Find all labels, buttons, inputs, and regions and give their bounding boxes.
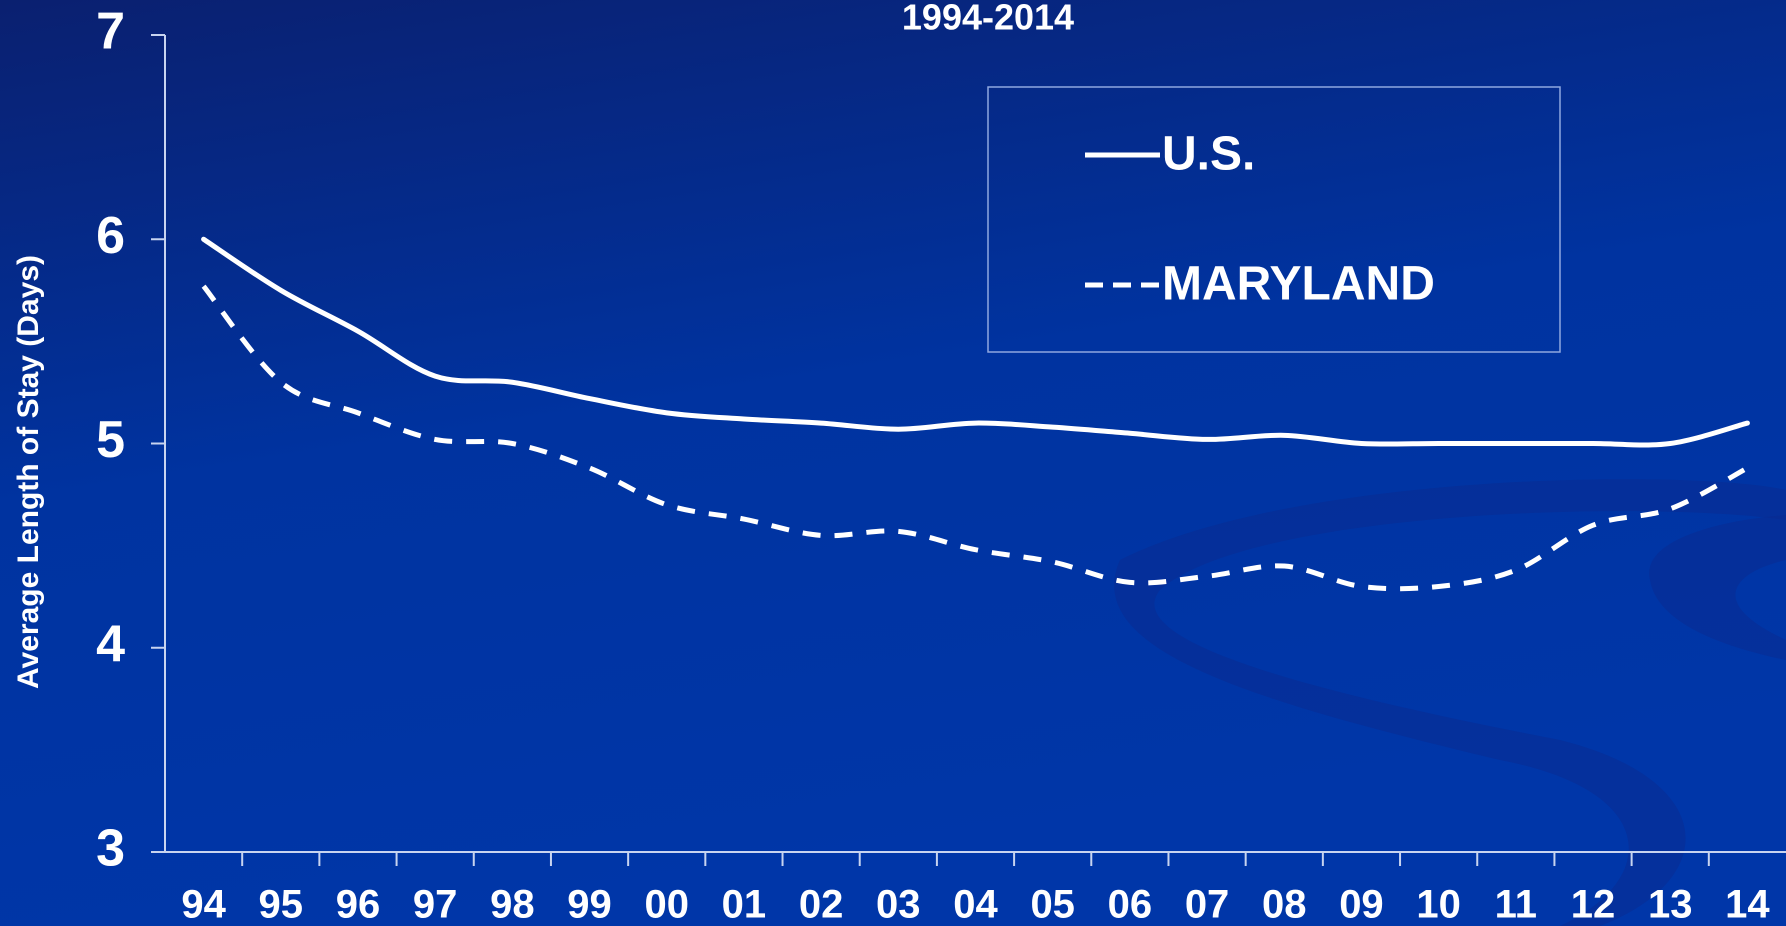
x-tick-label: 05 bbox=[1030, 883, 1075, 926]
legend-label: MARYLAND bbox=[1162, 258, 1435, 311]
y-tick-label: 5 bbox=[96, 411, 125, 469]
x-tick-label: 06 bbox=[1108, 883, 1153, 926]
x-tick-label: 04 bbox=[953, 883, 998, 926]
x-tick-label: 95 bbox=[259, 883, 304, 926]
x-tick-label: 97 bbox=[413, 883, 458, 926]
y-tick-label: 7 bbox=[96, 3, 125, 61]
x-tick-label: 99 bbox=[567, 883, 612, 926]
x-tick-label: 08 bbox=[1262, 883, 1307, 926]
legend-label: U.S. bbox=[1162, 128, 1255, 181]
legend-box bbox=[987, 86, 1561, 353]
x-tick-label: 07 bbox=[1185, 883, 1230, 926]
decoration bbox=[1114, 479, 1786, 926]
series-line bbox=[201, 236, 1750, 448]
y-tick-label: 3 bbox=[96, 820, 125, 878]
series-line bbox=[201, 284, 1749, 592]
chart-title: 1994-2014 bbox=[902, 0, 1074, 38]
x-tick-label: 00 bbox=[644, 883, 689, 926]
x-tick-label: 01 bbox=[722, 883, 767, 926]
x-tick-label: 98 bbox=[490, 883, 535, 926]
x-tick-label: 03 bbox=[876, 883, 921, 926]
x-tick-label: 09 bbox=[1339, 883, 1384, 926]
x-tick-label: 94 bbox=[181, 883, 226, 926]
x-tick-label: 10 bbox=[1416, 883, 1461, 926]
x-tick-label: 14 bbox=[1725, 883, 1770, 926]
y-axis-label: Average Length of Stay (Days) bbox=[12, 255, 45, 689]
y-tick-label: 6 bbox=[96, 207, 125, 265]
decoration bbox=[1649, 515, 1786, 660]
y-tick-label: 4 bbox=[96, 615, 125, 673]
x-tick-label: 13 bbox=[1648, 883, 1693, 926]
x-tick-label: 12 bbox=[1571, 883, 1616, 926]
x-tick-label: 96 bbox=[336, 883, 381, 926]
x-tick-label: 11 bbox=[1495, 883, 1537, 926]
x-tick-label: 02 bbox=[799, 883, 844, 926]
